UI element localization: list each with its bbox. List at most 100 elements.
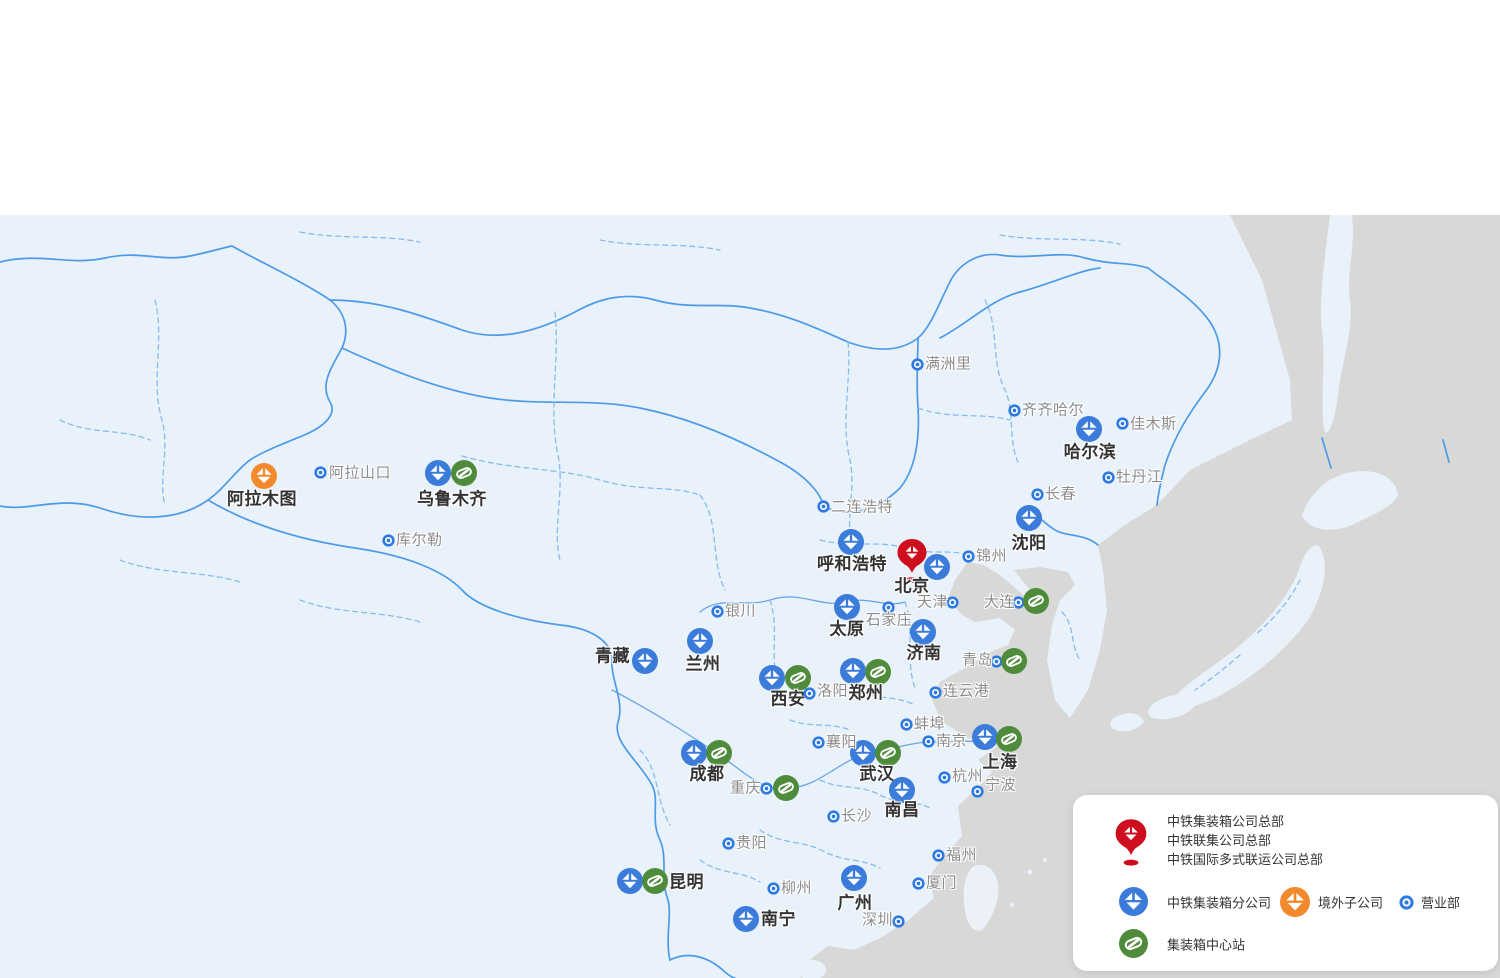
- erenhot-dot-icon[interactable]: [816, 499, 830, 513]
- lanzhou-branch-icon[interactable]: [687, 628, 713, 654]
- manzhouli-dot-icon[interactable]: [910, 357, 924, 371]
- shanghai-label: 上海: [982, 752, 1018, 772]
- urumqi-station-icon[interactable]: [451, 460, 477, 486]
- qingdao-label: 青岛: [962, 651, 994, 669]
- hangzhou-label: 杭州: [952, 767, 984, 785]
- zhengzhou-station-icon[interactable]: [865, 659, 891, 685]
- fuzhou-dot-icon[interactable]: [931, 848, 945, 862]
- kunming-station-icon[interactable]: [642, 868, 668, 894]
- hq-pin-icon: [1113, 818, 1149, 867]
- xiamen-dot-icon[interactable]: [911, 876, 925, 890]
- yinchuan-label: 银川: [725, 602, 757, 620]
- legend-hq-line3: 中铁国际多式联运公司总部: [1167, 852, 1324, 867]
- zhengzhou-branch-icon[interactable]: [840, 658, 866, 684]
- lanzhou-label: 兰州: [685, 654, 721, 674]
- chongqing-label: 重庆: [729, 779, 761, 797]
- almaty-label: 阿拉木图: [227, 489, 297, 509]
- wuhan-station-icon[interactable]: [875, 740, 901, 766]
- korla-dot-icon[interactable]: [381, 533, 395, 547]
- yinchuan-dot-icon[interactable]: [710, 604, 724, 618]
- harbin-branch-icon[interactable]: [1076, 416, 1102, 442]
- lianyungang-dot-icon[interactable]: [928, 685, 942, 699]
- legend-overseas-label: 境外子公司: [1318, 895, 1384, 911]
- luoyang-dot-icon[interactable]: [802, 686, 816, 700]
- qingdao-station-icon[interactable]: [1001, 648, 1027, 674]
- changchun-dot-icon[interactable]: [1030, 487, 1044, 501]
- legend-office-label: 营业部: [1421, 895, 1461, 911]
- chongqing-dot-icon[interactable]: [759, 781, 773, 795]
- ningbo-label: 宁波: [985, 776, 1017, 794]
- hohhot-label: 呼和浩特: [817, 554, 887, 574]
- qingdao-dot-icon[interactable]: [989, 654, 1003, 668]
- harbin-label: 哈尔滨: [1063, 442, 1117, 462]
- xian-label: 西安: [770, 689, 806, 709]
- qingzang-branch-icon[interactable]: [632, 648, 658, 674]
- shijiazhuang-label: 石家庄: [865, 611, 913, 629]
- alashankou-dot-icon[interactable]: [313, 465, 327, 479]
- shanghai-branch-icon[interactable]: [972, 724, 998, 750]
- jiamusi-label: 佳木斯: [1130, 415, 1177, 433]
- liuzhou-dot-icon[interactable]: [766, 881, 780, 895]
- shenyang-branch-icon[interactable]: [1016, 505, 1042, 531]
- korla-label: 库尔勒: [396, 531, 443, 549]
- nanchang-label: 南昌: [884, 800, 920, 820]
- kunming-branch-icon[interactable]: [617, 868, 643, 894]
- xiangyang-dot-icon[interactable]: [811, 735, 825, 749]
- qiqihar-dot-icon[interactable]: [1007, 403, 1021, 417]
- wuhan-label: 武汉: [859, 764, 895, 784]
- guiyang-dot-icon[interactable]: [721, 836, 735, 850]
- bengbu-dot-icon[interactable]: [899, 717, 913, 731]
- bengbu-label: 蚌埠: [914, 715, 946, 733]
- sales-office-icon: [1399, 895, 1414, 910]
- taiyuan-branch-icon[interactable]: [834, 594, 860, 620]
- hohhot-branch-icon[interactable]: [838, 529, 864, 555]
- alashankou-label: 阿拉山口: [329, 464, 392, 482]
- jinzhou-dot-icon[interactable]: [961, 549, 975, 563]
- mudanjiang-dot-icon[interactable]: [1101, 470, 1115, 484]
- qingzang-label: 青藏: [595, 646, 630, 666]
- xian-station-icon[interactable]: [785, 665, 811, 691]
- hangzhou-dot-icon[interactable]: [937, 770, 951, 784]
- nanjing-dot-icon[interactable]: [921, 734, 935, 748]
- nanning-branch-icon[interactable]: [733, 906, 759, 932]
- changsha-dot-icon[interactable]: [826, 809, 840, 823]
- guangzhou-label: 广州: [837, 893, 873, 913]
- shanghai-station-icon[interactable]: [996, 726, 1022, 752]
- dalian-label: 大连: [984, 593, 1016, 611]
- legend-hq-line1: 中铁集装箱公司总部: [1167, 814, 1285, 829]
- guangzhou-branch-icon[interactable]: [841, 865, 867, 891]
- ningbo-dot-icon[interactable]: [970, 784, 984, 798]
- nanjing-label: 南京: [936, 732, 968, 750]
- overseas-subsidiary-icon: [1280, 887, 1310, 917]
- nanchang-branch-icon[interactable]: [889, 777, 915, 803]
- tianjin-label: 天津: [917, 593, 949, 611]
- dalian-dot-icon[interactable]: [1011, 595, 1025, 609]
- chongqing-station-icon[interactable]: [773, 775, 799, 801]
- legend-hq-line2: 中铁联集公司总部: [1167, 833, 1272, 848]
- mudanjiang-label: 牡丹江: [1116, 468, 1163, 486]
- urumqi-branch-icon[interactable]: [425, 460, 451, 486]
- jiamusi-dot-icon[interactable]: [1115, 416, 1129, 430]
- xian-branch-icon[interactable]: [759, 665, 785, 691]
- legend-branch-label: 中铁集装箱分公司: [1167, 895, 1272, 911]
- liuzhou-label: 柳州: [781, 879, 813, 897]
- taiyuan-label: 太原: [829, 619, 865, 639]
- legend-station-label: 集装箱中心站: [1167, 937, 1246, 953]
- erenhot-label: 二连浩特: [831, 498, 894, 516]
- beijing-hq-icon[interactable]: [895, 538, 929, 584]
- zhengzhou-label: 郑州: [848, 683, 884, 703]
- jinan-label: 济南: [906, 643, 942, 663]
- wuhan-branch-icon[interactable]: [850, 740, 876, 766]
- jinan-branch-icon[interactable]: [910, 619, 936, 645]
- shijiazhuang-dot-icon[interactable]: [881, 600, 895, 614]
- chengdu-station-icon[interactable]: [706, 740, 732, 766]
- beijing-branch-icon[interactable]: [924, 554, 950, 580]
- chengdu-branch-icon[interactable]: [681, 740, 707, 766]
- shenzhen-dot-icon[interactable]: [891, 914, 905, 928]
- tianjin-dot-icon[interactable]: [945, 595, 959, 609]
- almaty-overseas-icon[interactable]: [251, 463, 277, 489]
- dalian-station-icon[interactable]: [1023, 588, 1049, 614]
